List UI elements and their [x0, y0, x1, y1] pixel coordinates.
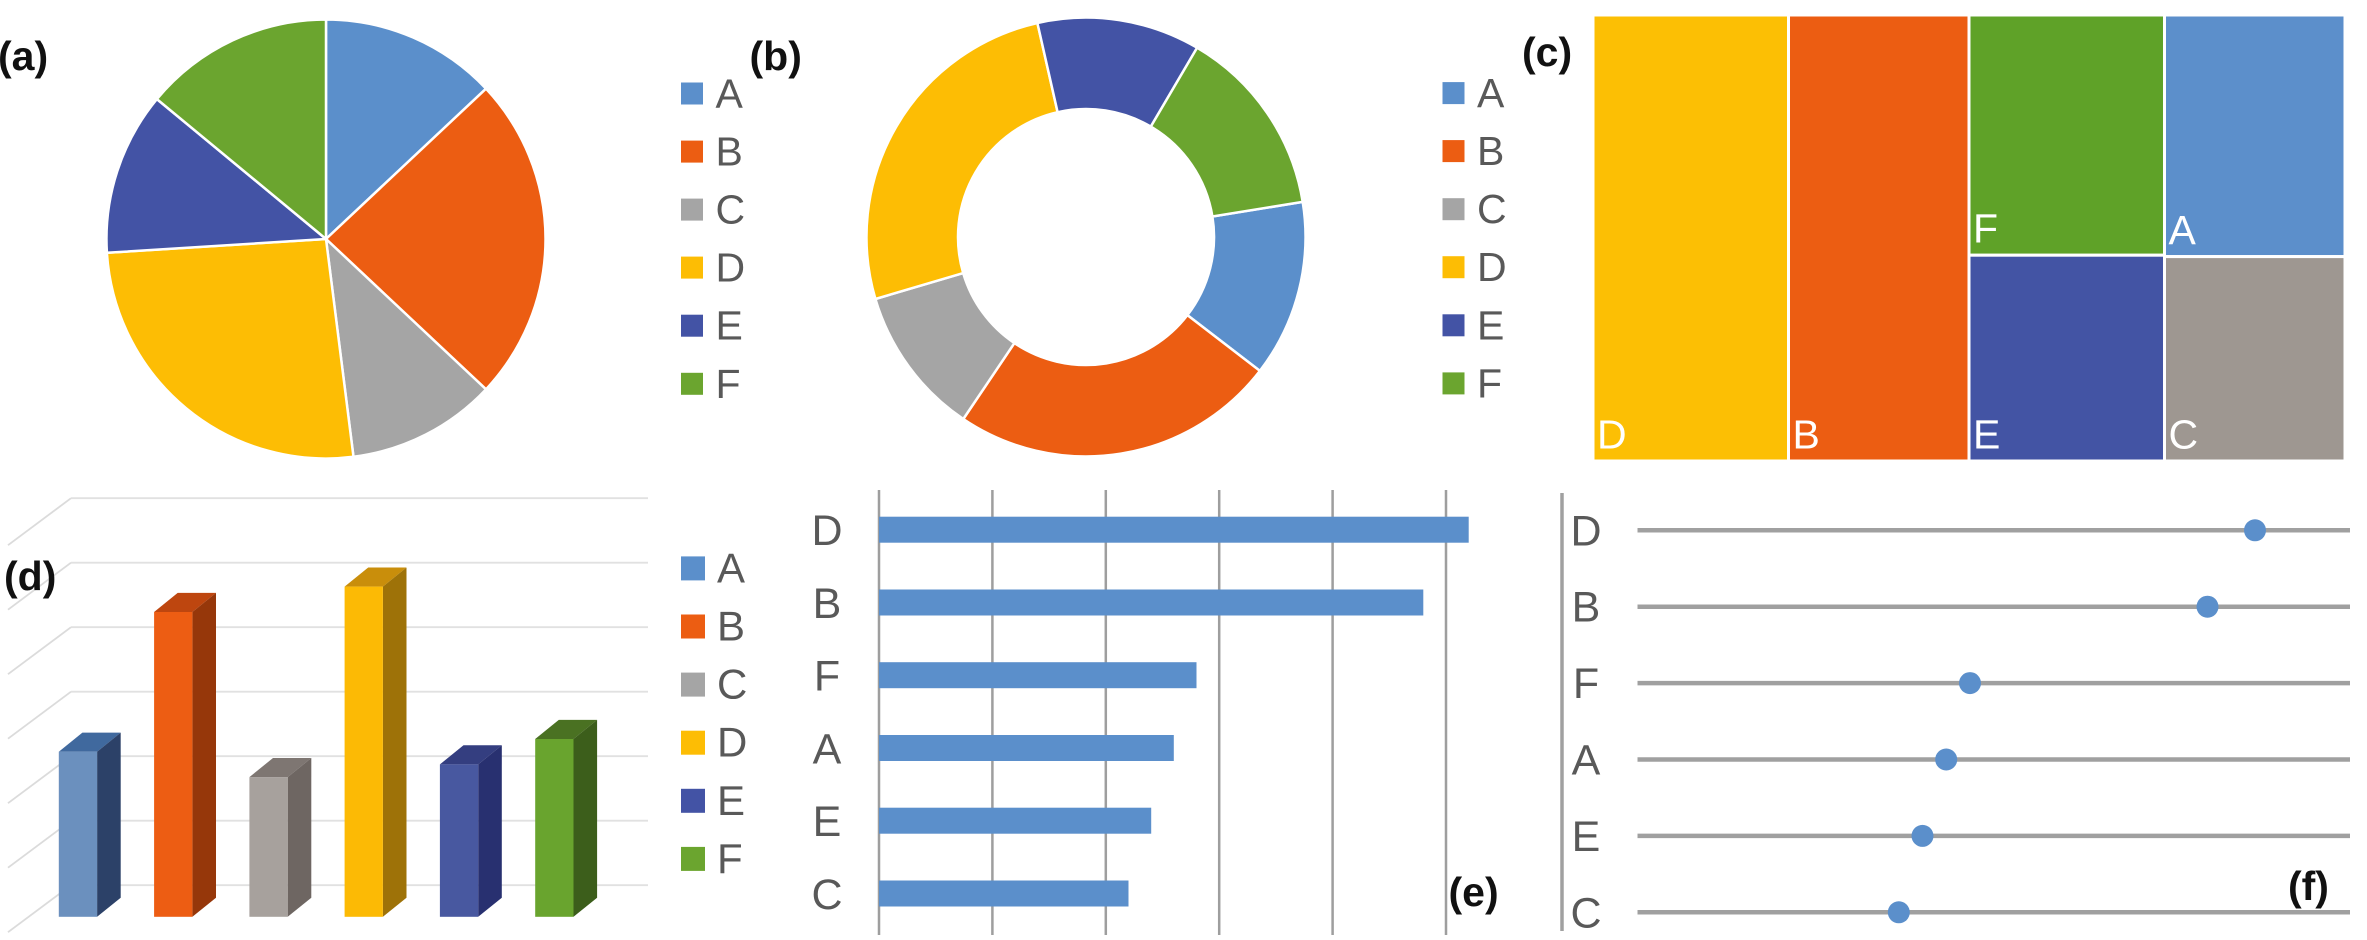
svg-text:E: E	[813, 798, 842, 846]
svg-text:(e): (e)	[1449, 869, 1499, 915]
svg-text:F: F	[1573, 660, 1599, 708]
svg-text:C: C	[716, 187, 746, 233]
svg-text:F: F	[1973, 206, 1998, 252]
svg-text:B: B	[1477, 128, 1504, 174]
svg-text:F: F	[717, 835, 743, 882]
svg-text:D: D	[1597, 412, 1627, 458]
svg-text:C: C	[717, 661, 747, 708]
svg-text:(d): (d)	[4, 553, 56, 599]
svg-text:C: C	[811, 871, 842, 919]
svg-text:A: A	[1477, 70, 1505, 116]
svg-text:B: B	[1572, 584, 1601, 632]
svg-text:(f): (f)	[2288, 863, 2329, 909]
svg-text:C: C	[1570, 889, 1601, 935]
svg-text:A: A	[717, 544, 745, 591]
svg-text:A: A	[1572, 737, 1601, 785]
svg-text:B: B	[813, 580, 842, 628]
svg-text:A: A	[716, 71, 744, 117]
svg-text:B: B	[1793, 412, 1820, 458]
svg-text:E: E	[716, 303, 743, 349]
svg-text:E: E	[1572, 813, 1601, 861]
svg-text:D: D	[1570, 507, 1601, 555]
svg-text:F: F	[814, 653, 840, 701]
svg-text:D: D	[716, 245, 746, 291]
svg-text:F: F	[1477, 360, 1502, 406]
svg-text:B: B	[717, 603, 745, 650]
svg-text:C: C	[1477, 186, 1507, 232]
svg-text:B: B	[716, 129, 743, 175]
svg-text:(c): (c)	[1522, 29, 1572, 75]
svg-text:C: C	[2169, 412, 2199, 458]
svg-text:E: E	[1477, 302, 1504, 348]
svg-text:E: E	[1973, 412, 2000, 458]
svg-text:(b): (b)	[750, 33, 802, 79]
svg-text:D: D	[811, 507, 842, 555]
svg-text:D: D	[717, 719, 747, 766]
svg-text:A: A	[813, 726, 842, 774]
svg-text:(a): (a)	[0, 33, 48, 79]
svg-text:F: F	[716, 361, 741, 407]
svg-text:D: D	[1477, 244, 1507, 290]
svg-text:E: E	[717, 777, 745, 824]
svg-text:A: A	[2169, 207, 2197, 253]
